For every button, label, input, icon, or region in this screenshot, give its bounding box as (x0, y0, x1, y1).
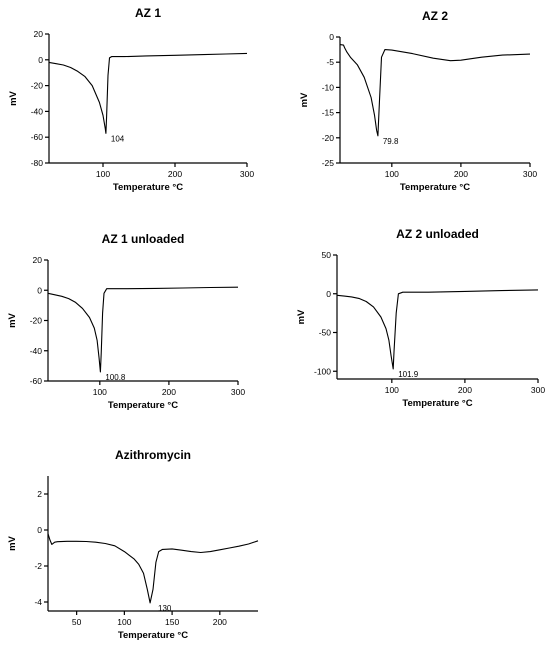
y-tick-label: -50 (319, 328, 332, 338)
dsc-curve-az2-unloaded (336, 289, 539, 370)
x-tick-label: 200 (168, 169, 182, 179)
chart-panel-az2: AZ 2 0 -5 -10 -15 -20 -25 100 200 300 Temperature … (299, 9, 537, 193)
y-tick-label: 0 (37, 285, 42, 295)
x-tick-label: 100 (385, 169, 399, 179)
x-tick-label: 300 (231, 387, 245, 397)
y-axis-label: mV (7, 535, 18, 550)
x-tick-label: 200 (454, 169, 468, 179)
y-tick-label: 50 (322, 250, 332, 260)
x-tick-label: 300 (531, 385, 545, 395)
chart-panel-az2-unloaded: AZ 2 unloaded 50 0 -50 -100 100 200 300 Temperat… (296, 227, 545, 409)
dsc-curve-az1 (48, 52, 248, 134)
x-tick-label: 200 (458, 385, 472, 395)
peak-annotation: 79.8 (383, 137, 399, 146)
y-tick-label: -5 (326, 57, 334, 67)
x-tick-label: 50 (72, 617, 82, 627)
y-tick-label: -4 (34, 597, 42, 607)
x-axis-label: Temperature °C (400, 182, 470, 193)
x-axis-label: Temperature °C (118, 630, 188, 641)
y-tick-label: -60 (30, 376, 43, 386)
y-tick-label: 0 (326, 289, 331, 299)
y-axis-label: mV (299, 92, 310, 107)
x-tick-label: 300 (523, 169, 537, 179)
chart-title: AZ 1 unloaded (102, 232, 185, 246)
chart-title: Azithromycin (115, 448, 191, 462)
y-tick-label: 0 (37, 525, 42, 535)
y-axis-label: mV (7, 312, 18, 327)
x-tick-label: 100 (385, 385, 399, 395)
peak-annotation: 130 (158, 604, 172, 613)
x-axis-label: Temperature °C (108, 400, 178, 411)
chart-title: AZ 1 (135, 6, 161, 20)
y-axis-label: mV (296, 309, 307, 324)
dsc-curve-azithromycin (47, 533, 259, 604)
x-axis-label: Temperature °C (113, 182, 183, 193)
peak-annotation: 104 (111, 134, 125, 143)
y-tick-label: 0 (38, 55, 43, 65)
dsc-curve-az2 (339, 44, 531, 137)
y-tick-label: 20 (34, 29, 44, 39)
chart-title: AZ 2 unloaded (396, 227, 479, 241)
y-tick-label: -20 (322, 133, 335, 143)
x-tick-label: 200 (213, 617, 227, 627)
y-tick-label: -40 (30, 346, 43, 356)
y-tick-label: -2 (34, 561, 42, 571)
y-tick-label: -20 (30, 316, 43, 326)
y-tick-label: 20 (33, 255, 43, 265)
x-tick-label: 200 (162, 387, 176, 397)
dsc-curve-az1-unloaded (47, 286, 239, 373)
y-axis-label: mV (8, 90, 19, 105)
y-tick-label: -40 (31, 106, 44, 116)
chart-title: AZ 2 (422, 9, 448, 23)
y-tick-label: 2 (37, 489, 42, 499)
y-tick-label: -10 (322, 82, 335, 92)
y-tick-label: -60 (31, 132, 44, 142)
peak-annotation: 101.9 (398, 370, 419, 379)
x-tick-label: 100 (117, 617, 131, 627)
y-tick-label: -15 (322, 108, 335, 118)
y-tick-label: -25 (322, 158, 335, 168)
x-tick-label: 100 (93, 387, 107, 397)
y-tick-label: -20 (31, 81, 44, 91)
x-axis-label: Temperature °C (402, 398, 472, 409)
x-tick-label: 100 (96, 169, 110, 179)
x-tick-label: 300 (240, 169, 254, 179)
y-tick-label: -80 (31, 158, 44, 168)
x-tick-label: 150 (165, 617, 179, 627)
chart-panel-azithromycin: Azithromycin 2 0 -2 -4 50 100 150 200 Temperature… (7, 448, 259, 641)
peak-annotation: 100.8 (105, 373, 126, 382)
y-tick-label: 0 (329, 32, 334, 42)
y-tick-label: -100 (314, 366, 331, 376)
